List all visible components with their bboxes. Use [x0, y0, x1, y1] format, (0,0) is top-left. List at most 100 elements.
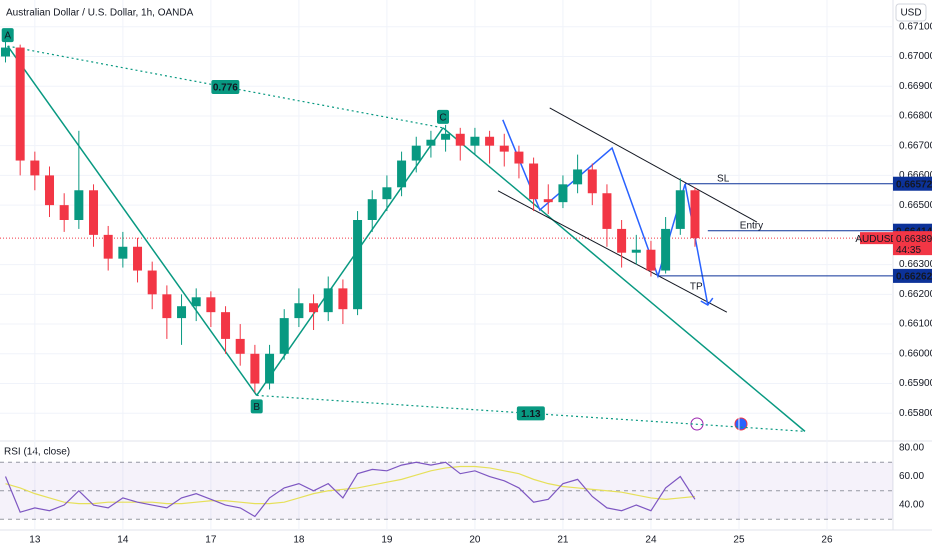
candle-body	[162, 294, 172, 319]
harmonic-leg	[7, 45, 258, 396]
y-tick-label: 0.66900	[899, 81, 932, 92]
ratio-label: 1.13	[521, 409, 541, 420]
point-label: C	[439, 112, 446, 123]
rsi-line	[5, 465, 696, 505]
harmonic-ratio-line	[256, 394, 806, 432]
candle-body	[103, 234, 113, 259]
point-box	[1, 28, 14, 43]
candle-body	[470, 136, 480, 146]
x-tick-label: 25	[733, 535, 745, 546]
candle-body	[191, 297, 201, 307]
candle-body	[353, 220, 363, 310]
x-tick-label: 20	[469, 535, 481, 546]
level-price: 0.66262	[896, 272, 932, 283]
last-price: 0.66389	[896, 234, 932, 245]
candle-body	[133, 246, 143, 271]
y-tick-label: 0.66700	[899, 140, 932, 151]
candle-body	[118, 246, 128, 259]
x-tick-label: 24	[645, 535, 657, 546]
ratio-label: 0.776	[213, 83, 238, 94]
candle-body	[543, 199, 553, 203]
candle-body	[558, 184, 568, 203]
candle-body	[147, 270, 157, 295]
level-name: TP	[690, 282, 703, 293]
point-box	[437, 109, 450, 124]
symbol-label: AUDUSD	[855, 234, 897, 245]
symbol-box	[860, 232, 893, 245]
candle-body	[1, 47, 11, 57]
y-tick-label: 0.67000	[899, 51, 932, 62]
arrow-head	[700, 297, 714, 307]
candle-body	[382, 187, 392, 200]
point-label: B	[253, 402, 260, 413]
candle-body	[221, 312, 231, 339]
news-icon[interactable]	[734, 417, 748, 431]
candle-body	[690, 190, 700, 239]
channel-line	[549, 107, 758, 223]
y-tick-label: 0.66100	[899, 319, 932, 330]
rsi-band-fill	[0, 462, 893, 520]
x-tick-label: 21	[557, 535, 569, 546]
candle-body	[573, 169, 583, 185]
y-tick-label: 60.00	[899, 471, 924, 482]
level-price: 0.66572	[896, 179, 932, 190]
x-tick-label: 18	[293, 535, 305, 546]
candle-body	[441, 133, 451, 140]
currency-box[interactable]	[895, 3, 927, 22]
currency[interactable]: USD	[900, 8, 921, 19]
y-tick-label: 0.66200	[899, 289, 932, 300]
point-label: A	[4, 31, 11, 42]
candle-body	[661, 228, 671, 271]
level-name: SL	[717, 173, 730, 184]
candle-body	[177, 306, 187, 319]
candle-body	[675, 190, 685, 229]
candle-body	[367, 199, 377, 220]
candle-body	[602, 193, 612, 229]
candle-body	[426, 139, 436, 146]
candle-body	[265, 353, 275, 384]
y-tick-label: 0.66300	[899, 259, 932, 270]
candle-body	[587, 169, 597, 194]
y-tick-label: 80.00	[899, 443, 924, 454]
channel-line	[497, 190, 728, 313]
candle-body	[309, 303, 319, 313]
candle-body	[397, 160, 407, 188]
candle-body	[74, 190, 84, 220]
x-tick-label: 19	[381, 535, 393, 546]
candle-body	[455, 133, 465, 146]
last-price-box	[893, 231, 932, 256]
level-box	[893, 268, 932, 283]
candle-body	[89, 190, 99, 235]
level-name: Entry	[740, 220, 763, 231]
point-box	[250, 399, 263, 414]
y-tick-label: 0.66600	[899, 170, 932, 181]
candle-body	[206, 297, 216, 313]
candle-body	[411, 145, 421, 161]
candle-body	[279, 318, 289, 354]
candle-body	[499, 145, 509, 152]
candle-body	[30, 160, 40, 176]
level-box	[893, 176, 932, 191]
y-tick-label: 0.65900	[899, 378, 932, 389]
candle-body	[250, 353, 260, 384]
candle-body	[294, 303, 304, 319]
candle-body	[15, 47, 25, 161]
y-tick-label: 0.65800	[899, 408, 932, 419]
candle-body	[514, 151, 524, 164]
rsi-title: RSI (14, close)	[4, 447, 70, 458]
y-tick-label: 0.66800	[899, 111, 932, 122]
y-tick-label: 0.66000	[899, 348, 932, 359]
harmonic-leg	[442, 127, 806, 432]
y-tick-label: 40.00	[899, 500, 924, 511]
candle-body	[485, 136, 495, 146]
candle-body	[646, 249, 656, 271]
candle-body	[529, 163, 539, 200]
x-tick-label: 13	[29, 535, 41, 546]
candle-body	[338, 288, 348, 310]
countdown: 44:35	[896, 245, 921, 256]
y-tick-label: 0.67100	[899, 21, 932, 32]
x-tick-label: 26	[821, 535, 833, 546]
x-tick-label: 14	[117, 535, 129, 546]
ratio-box	[211, 79, 240, 94]
